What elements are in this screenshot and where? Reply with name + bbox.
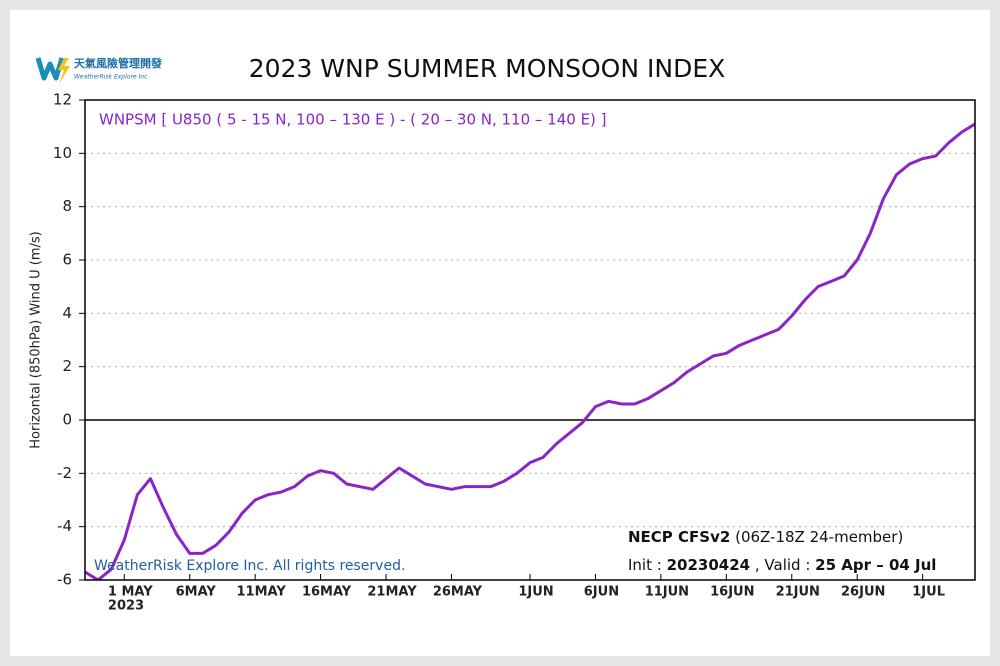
model: NECP CFSv2 [628,528,730,546]
y-tick-label: -4 [57,517,72,535]
y-tick-label: -2 [57,464,72,482]
logo-icon [35,57,70,84]
y-tick-label: 8 [62,197,72,215]
y-tick-label: 12 [53,91,72,109]
panel [10,10,990,656]
x-tick-label: 16JUN [710,585,754,600]
x-tick-label: 16MAY [302,585,352,600]
y-axis-label: Horizontal (850hPa) Wind U (m/s) [29,231,44,448]
y-tick-label: 4 [62,304,72,322]
x-tick-label: 1 MAY [108,585,153,600]
logo-company: WeatherRisk Explore Inc. [74,74,149,81]
x-tick-label: 21JUN [776,585,820,600]
x-tick-label: 26JUN [841,585,885,600]
y-tick-label: 10 [53,144,72,162]
x-tick-label: 11MAY [237,585,287,600]
source-note: NECP CFSv2 (06Z-18Z 24-member) [628,528,903,546]
chart-title: 2023 WNP SUMMER MONSOON INDEX [249,54,726,83]
x-tick-label: 1JUN [518,585,553,600]
valid-range: 25 Apr – 04 Jul [815,556,936,574]
y-tick-label: 2 [62,357,72,375]
init-date: 20230424 [667,556,751,574]
run-note: Init : 20230424 , Valid : 25 Apr – 04 Ju… [628,556,936,574]
series-label: WNPSM [ U850 ( 5 - 15 N, 100 – 130 E ) -… [99,111,607,129]
x-tick-label: 6MAY [176,585,217,600]
init-label: Init : [628,556,662,574]
x-tick-label: 11JUN [645,585,689,600]
y-tick-label: 0 [62,411,72,429]
y-tick-label: 6 [62,251,72,269]
members: (06Z-18Z 24-member) [735,528,903,546]
plot-frame [84,99,976,581]
x-tick-label: 1JUL [912,585,945,600]
x-tick-label: 26MAY [433,585,483,600]
x-tick-label: 21MAY [367,585,417,600]
y-tick-label: -6 [57,571,72,589]
valid-label: , Valid : [755,556,811,574]
x-tick-label: 6JUN [584,585,619,600]
year-label: 2023 [108,599,144,614]
series-group [85,122,975,580]
series-line [85,122,975,580]
plot-area: -6 -4 -2 0 2 4 6 8 10 12 1 MAY 6MAY 11MAY 16MAY 21MAY 2… [53,91,976,600]
logo-name: 天氣風險管理開發 [74,56,163,70]
copyright: WeatherRisk Explore Inc. All rights rese… [94,558,405,574]
